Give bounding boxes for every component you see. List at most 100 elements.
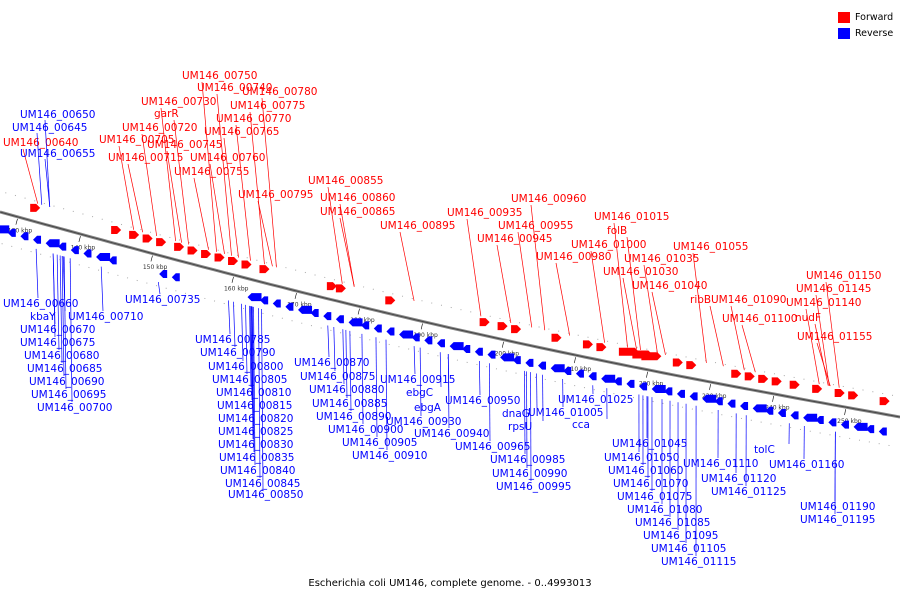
forward-gene-label: UM146_00715 bbox=[108, 152, 183, 164]
reverse-gene-label: UM146_01050 bbox=[604, 452, 679, 464]
forward-gene-label: UM146_01090 bbox=[711, 294, 786, 306]
reverse-gene bbox=[159, 269, 168, 278]
reverse-gene bbox=[714, 397, 723, 406]
axis-tick-label: 170 kbp bbox=[287, 302, 312, 309]
reverse-gene bbox=[702, 394, 717, 403]
reverse-gene-label: UM146_00800 bbox=[208, 361, 283, 373]
forward-leader-line bbox=[590, 250, 605, 343]
reverse-gene-label: UM146_00900 bbox=[328, 424, 403, 436]
reverse-gene bbox=[33, 235, 42, 244]
reverse-gene bbox=[639, 382, 648, 391]
reverse-gene bbox=[45, 239, 60, 248]
forward-leader-line bbox=[517, 231, 533, 328]
forward-leader-line bbox=[825, 281, 840, 388]
reverse-gene-label: UM146_00820 bbox=[218, 413, 293, 425]
forward-gene bbox=[385, 296, 396, 305]
reverse-leader-line bbox=[333, 326, 336, 372]
reverse-gene bbox=[853, 422, 868, 431]
reverse-gene bbox=[765, 406, 774, 415]
forward-gene-label: UM146_01155 bbox=[797, 331, 872, 343]
forward-leader-line bbox=[741, 324, 756, 373]
legend-reverse-label: Reverse bbox=[855, 27, 894, 39]
reverse-gene-label: ebgA bbox=[414, 402, 442, 414]
forward-gene bbox=[551, 333, 562, 342]
forward-gene bbox=[758, 374, 769, 383]
forward-leader-line bbox=[496, 244, 512, 323]
reverse-gene bbox=[752, 404, 767, 413]
forward-leader-line bbox=[201, 81, 217, 252]
reverse-gene bbox=[0, 225, 10, 234]
reverse-gene-label: UM146_01080 bbox=[627, 504, 702, 516]
legend: Forward Reverse bbox=[838, 9, 900, 41]
reverse-gene-label: UM146_00830 bbox=[218, 439, 293, 451]
forward-gene-label: UM146_01055 bbox=[673, 241, 748, 253]
reverse-leader-line bbox=[385, 339, 388, 451]
reverse-leader-line bbox=[439, 352, 442, 388]
axis-tick-label: 190 kbp bbox=[413, 332, 438, 339]
forward-gene-label: UM146_00935 bbox=[447, 207, 522, 219]
reverse-gene-label: UM146_00930 bbox=[386, 416, 461, 428]
forward-leader-line bbox=[555, 262, 571, 336]
axis-tick bbox=[420, 323, 423, 330]
forward-gene-label: UM146_00730 bbox=[141, 96, 216, 108]
reverse-gene-label: ebgC bbox=[406, 387, 433, 399]
reverse-gene bbox=[462, 344, 471, 353]
reverse-gene-label: UM146_00850 bbox=[228, 489, 303, 501]
reverse-gene bbox=[247, 293, 262, 302]
reverse-gene bbox=[361, 321, 370, 330]
axis-tick-label: 250 kbp bbox=[837, 418, 862, 425]
forward-gene bbox=[731, 369, 742, 378]
forward-gene bbox=[129, 230, 140, 239]
reverse-gene bbox=[777, 409, 786, 418]
forward-gene bbox=[641, 352, 662, 361]
reverse-leader-line bbox=[345, 329, 348, 399]
forward-leader-line bbox=[193, 177, 209, 250]
reverse-gene-label: UM146_01005 bbox=[528, 407, 603, 419]
reverse-leader-line bbox=[479, 360, 481, 396]
reverse-gene-label: UM146_01105 bbox=[651, 543, 726, 555]
forward-gene-label: UM146_00780 bbox=[242, 86, 317, 98]
forward-gene bbox=[326, 282, 337, 291]
reverse-gene-label: UM146_00650 bbox=[20, 109, 95, 121]
legend-forward-label: Forward bbox=[855, 11, 894, 23]
axis-tick-label: 220 kbp bbox=[639, 381, 664, 388]
reverse-leader-line bbox=[489, 363, 491, 442]
reverse-gene bbox=[866, 425, 875, 434]
reverse-gene bbox=[525, 358, 534, 367]
forward-leader-line bbox=[626, 236, 641, 351]
reverse-gene bbox=[285, 302, 294, 311]
axis-tick bbox=[357, 308, 360, 315]
reverse-leader-line bbox=[249, 305, 252, 388]
axis-tick-label: 160 kbp bbox=[224, 285, 249, 292]
forward-gene bbox=[142, 234, 153, 243]
reverse-gene-label: UM146_00870 bbox=[294, 357, 369, 369]
figure-caption: Escherichia coli UM146, complete genome.… bbox=[308, 578, 592, 589]
forward-gene-label: UM146_00765 bbox=[204, 126, 279, 138]
reverse-gene bbox=[83, 249, 92, 258]
forward-leader-line bbox=[261, 97, 277, 268]
reverse-leader-line bbox=[327, 325, 330, 358]
reverse-gene bbox=[424, 336, 433, 345]
reverse-leader-line bbox=[233, 301, 236, 348]
reverse-gene bbox=[790, 411, 799, 420]
forward-gene bbox=[259, 265, 270, 274]
forward-gene bbox=[511, 325, 522, 334]
forward-leader-line bbox=[118, 145, 135, 230]
reverse-gene-label: UM146_01195 bbox=[800, 514, 875, 526]
reverse-gene bbox=[878, 427, 887, 436]
forward-leader-line bbox=[223, 137, 239, 258]
axis-tick-label: 180 kbp bbox=[350, 317, 375, 324]
reverse-leader-line bbox=[361, 333, 364, 425]
reverse-gene bbox=[815, 416, 824, 425]
forward-leader-line bbox=[399, 231, 415, 302]
forward-leader-line bbox=[815, 294, 830, 386]
forward-leader-line bbox=[249, 111, 265, 265]
forward-leader-line bbox=[160, 107, 176, 242]
reverse-leader-line bbox=[52, 253, 56, 338]
forward-gene-label: folB bbox=[607, 225, 627, 237]
forward-gene bbox=[744, 372, 755, 381]
reverse-gene-label: UM146_00950 bbox=[445, 395, 520, 407]
reverse-gene-label: UM146_00735 bbox=[125, 294, 200, 306]
forward-gene-label: UM146_00855 bbox=[308, 175, 383, 187]
